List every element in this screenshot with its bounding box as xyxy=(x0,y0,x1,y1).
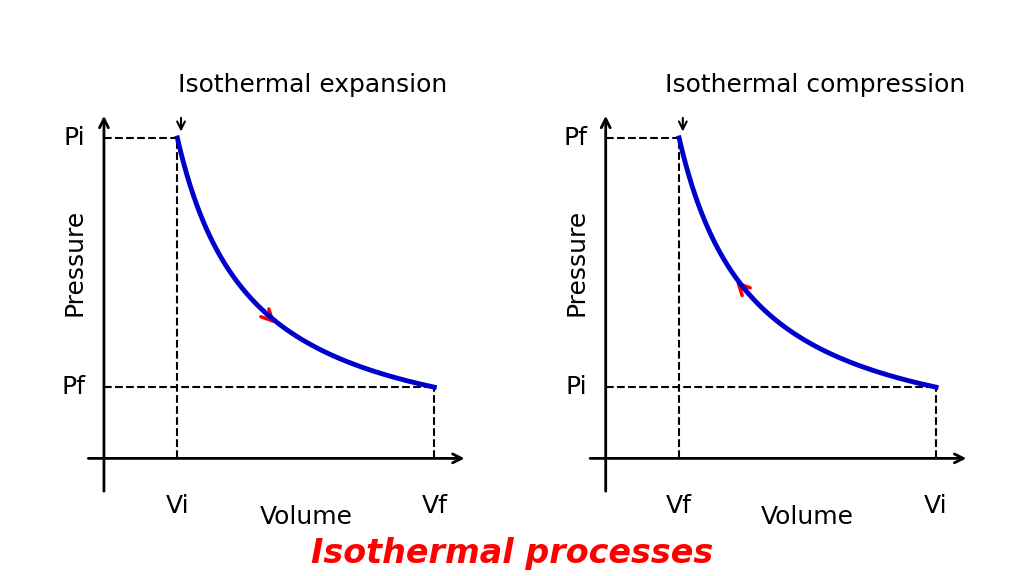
Text: Volume: Volume xyxy=(259,505,352,529)
Text: Volume: Volume xyxy=(761,505,854,529)
Text: Vf: Vf xyxy=(667,494,692,518)
Text: Vi: Vi xyxy=(166,494,189,518)
Text: Isothermal expansion: Isothermal expansion xyxy=(178,73,447,97)
Text: Pressure: Pressure xyxy=(62,209,87,316)
Text: Vf: Vf xyxy=(421,494,447,518)
Text: Isothermal processes: Isothermal processes xyxy=(311,537,713,570)
Text: Pi: Pi xyxy=(565,375,588,399)
Text: Pf: Pf xyxy=(61,375,86,399)
Text: Pressure: Pressure xyxy=(564,209,589,316)
Text: Pi: Pi xyxy=(63,126,86,150)
Text: Pf: Pf xyxy=(563,126,588,150)
Text: Vi: Vi xyxy=(925,494,948,518)
Text: Isothermal compression: Isothermal compression xyxy=(665,73,965,97)
